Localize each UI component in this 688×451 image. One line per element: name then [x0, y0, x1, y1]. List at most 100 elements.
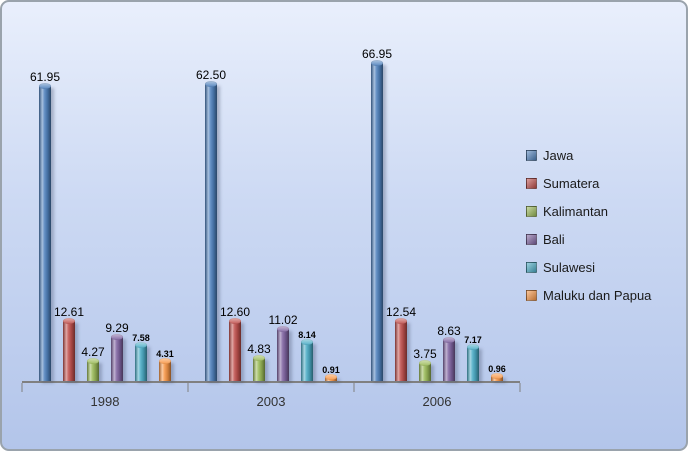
bar-cell: 4.31	[156, 348, 174, 381]
bar-cap	[39, 83, 51, 90]
legend-item-jawa: Jawa	[526, 148, 682, 163]
category-group-2003: 62.50 12.60 4.83 11.02 8.14 0.91	[188, 48, 354, 381]
bar-cell: 4.83	[247, 343, 271, 381]
bar-sulawesi	[467, 343, 479, 381]
legend-swatch-icon	[526, 150, 537, 161]
legend-label: Kalimantan	[543, 204, 609, 219]
legend-label: Sulawesi	[543, 260, 596, 275]
data-label: 3.75	[413, 347, 437, 362]
plot-area: 61.95 12.61 4.27 9.29 7.58 4.31 62.50 12.60 4.83…	[21, 47, 521, 392]
bar-cell: 3.75	[413, 348, 437, 381]
bar-cap	[205, 80, 217, 87]
bar-cap	[229, 318, 241, 325]
x-axis-label: 2003	[256, 393, 286, 409]
axis-tick	[353, 383, 355, 392]
bar-cell: 0.96	[488, 364, 506, 381]
legend: Jawa Sumatera Kalimantan Bali Sulawesi Maluku…	[526, 2, 686, 449]
bar-jawa	[39, 83, 51, 381]
bar-cap	[491, 373, 503, 380]
bar-sulawesi	[301, 339, 313, 381]
legend-swatch-icon	[526, 234, 537, 245]
axis-tick	[519, 383, 521, 392]
x-axis-label: 1998	[90, 393, 120, 409]
bar-cap	[159, 357, 171, 364]
data-label: 11.02	[268, 312, 298, 327]
legend-label: Bali	[543, 232, 565, 247]
bar-cap	[443, 336, 455, 343]
axis-tick	[21, 383, 23, 392]
axis-tick	[187, 383, 189, 392]
bar-cell: 7.58	[132, 333, 150, 381]
legend-item-maluku-dan-papua: Maluku dan Papua	[526, 288, 682, 303]
bar-kalimantan	[253, 355, 265, 381]
bar-cap	[135, 341, 147, 348]
bar-cap	[395, 318, 407, 325]
data-label: 8.14	[298, 330, 316, 341]
bar-bali	[277, 325, 289, 381]
bar-sumatera	[229, 318, 241, 381]
bar-maluku-dan-papua	[491, 373, 503, 381]
data-label: 12.54	[385, 305, 417, 320]
bar-cell: 9.29	[105, 321, 129, 381]
data-label: 8.63	[437, 323, 461, 338]
bar-cell: 4.27	[81, 345, 105, 381]
bar-kalimantan	[87, 357, 99, 381]
bar-cap	[277, 325, 289, 332]
bar-cap	[111, 333, 123, 340]
bar-cell: 8.14	[298, 330, 316, 381]
bar-sumatera	[63, 318, 75, 381]
data-label: 7.17	[464, 334, 482, 345]
data-label: 12.61	[53, 305, 85, 319]
bar-bali	[443, 336, 455, 381]
x-axis-labels: 1998 2003 2006	[22, 383, 520, 419]
legend-swatch-icon	[526, 206, 537, 217]
data-label: 0.91	[322, 364, 340, 375]
bar-maluku-dan-papua	[159, 357, 171, 381]
data-label: 0.96	[488, 364, 506, 375]
legend-swatch-icon	[526, 178, 537, 189]
bar-sumatera	[395, 318, 407, 381]
data-label: 66.95	[361, 46, 393, 61]
data-label: 9.29	[105, 320, 129, 335]
bar-cell: 8.63	[437, 324, 461, 381]
bar-sulawesi	[135, 341, 147, 381]
data-label: 4.83	[247, 342, 271, 356]
bar-cell: 12.54	[386, 306, 416, 381]
bar-cell: 0.91	[322, 364, 340, 381]
legend-label: Sumatera	[543, 176, 600, 191]
category-group-2006: 66.95 12.54 3.75 8.63 7.17 0.96	[354, 47, 520, 381]
legend-item-kalimantan: Kalimantan	[526, 204, 682, 219]
bar-cap	[419, 360, 431, 367]
bar-jawa	[371, 59, 383, 381]
data-label: 4.31	[156, 348, 174, 359]
bar-cap	[301, 339, 313, 346]
bar-cell: 12.60	[220, 306, 250, 381]
bar-cell: 11.02	[268, 313, 298, 381]
bar-cap	[325, 373, 337, 380]
category-group-1998: 61.95 12.61 4.27 9.29 7.58 4.31	[22, 48, 188, 381]
bar-cell: 62.50	[196, 68, 226, 381]
legend-item-sulawesi: Sulawesi	[526, 260, 682, 275]
bar-kalimantan	[419, 360, 431, 381]
legend-swatch-icon	[526, 262, 537, 273]
bar-cap	[87, 357, 99, 364]
legend-swatch-icon	[526, 290, 537, 301]
bar-bali	[111, 333, 123, 381]
legend-item-bali: Bali	[526, 232, 682, 247]
x-axis-label: 2006	[422, 393, 452, 409]
bar-cap	[63, 318, 75, 324]
data-label: 62.50	[195, 67, 227, 82]
bar-cap	[371, 59, 383, 66]
data-label: 12.60	[219, 305, 251, 320]
bar-cap	[253, 355, 265, 361]
plot-column: 61.95 12.61 4.27 9.29 7.58 4.31 62.50 12.60 4.83…	[2, 2, 526, 449]
legend-item-sumatera: Sumatera	[526, 176, 682, 191]
bar-cell: 7.17	[464, 334, 482, 381]
bar-cell: 66.95	[362, 47, 392, 381]
bar-cell: 12.61	[54, 306, 84, 381]
data-label: 4.27	[81, 344, 105, 359]
bar-maluku-dan-papua	[325, 373, 337, 381]
bar-cap	[467, 343, 479, 350]
legend-label: Maluku dan Papua	[543, 288, 652, 303]
